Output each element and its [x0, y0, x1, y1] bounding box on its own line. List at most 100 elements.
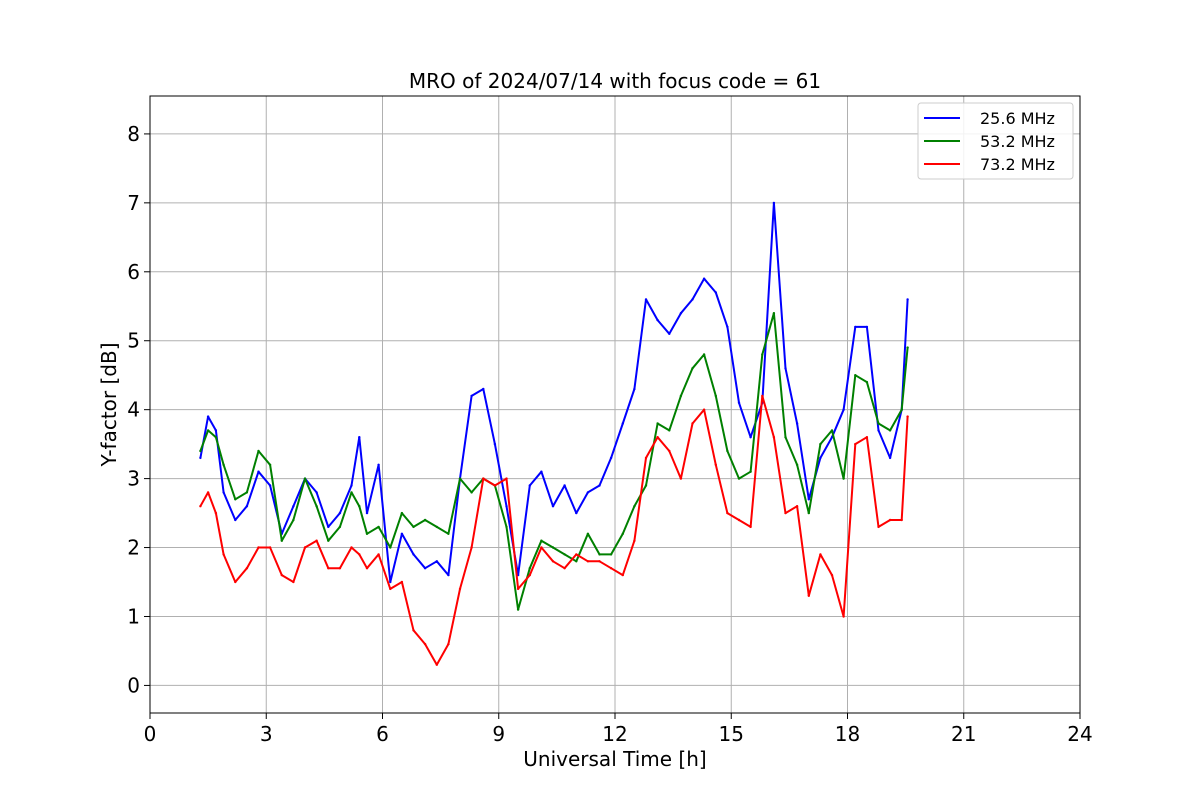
data-point [268, 484, 272, 487]
data-point [656, 436, 659, 439]
data-point [633, 539, 636, 542]
x-tick-label: 12 [602, 722, 627, 746]
data-point [679, 312, 683, 315]
data-point [679, 394, 683, 398]
data-point [865, 380, 869, 384]
data-point [540, 470, 543, 473]
data-point [458, 587, 462, 591]
data-point [423, 567, 427, 570]
data-point [389, 587, 392, 591]
data-point [206, 429, 210, 432]
y-tick-label: 1 [127, 604, 140, 628]
data-point [493, 484, 497, 487]
data-point [888, 518, 892, 522]
data-point [303, 546, 307, 549]
data-point [206, 491, 210, 494]
data-point [206, 415, 210, 418]
legend-label: 53.2 MHz [980, 132, 1055, 151]
data-point [365, 567, 369, 570]
data-point [563, 553, 566, 556]
data-point [389, 580, 392, 584]
chart-title: MRO of 2024/07/14 with focus code = 61 [409, 69, 821, 93]
data-point [888, 456, 892, 460]
data-point [609, 456, 613, 460]
data-point [412, 525, 415, 529]
data-point [377, 525, 380, 529]
x-axis-label: Universal Time [h] [523, 747, 706, 771]
data-point [772, 312, 776, 315]
data-point [691, 422, 694, 425]
data-point [423, 642, 427, 646]
y-tick-label: 7 [127, 191, 140, 215]
series-line [199, 312, 909, 611]
data-point [551, 505, 555, 508]
data-point [586, 491, 590, 494]
data-point [906, 298, 909, 301]
data-point [377, 463, 380, 466]
data-point [350, 484, 353, 487]
data-point [575, 511, 578, 515]
data-point [540, 546, 543, 549]
data-point [598, 560, 601, 563]
data-point [621, 532, 624, 535]
data-point [854, 374, 857, 377]
data-point [877, 422, 880, 425]
data-point [784, 436, 787, 439]
data-point [551, 560, 555, 563]
data-point [257, 546, 260, 549]
x-tick-label: 3 [260, 722, 273, 746]
data-point [516, 587, 520, 591]
data-point [702, 353, 706, 356]
data-point [470, 394, 473, 398]
data-point [784, 511, 787, 515]
data-point [400, 580, 404, 584]
series-2 [199, 312, 909, 611]
data-point [598, 484, 601, 487]
data-point [621, 573, 624, 577]
data-point [819, 456, 822, 460]
data-point [842, 477, 845, 480]
data-point [435, 663, 438, 666]
data-point [784, 367, 787, 370]
data-point [656, 318, 659, 322]
data-point [412, 629, 415, 632]
legend-box [917, 102, 1074, 180]
data-point [327, 525, 330, 529]
data-point [830, 573, 834, 577]
data-point [621, 422, 624, 425]
data-point [365, 511, 369, 515]
data-point [315, 505, 318, 508]
data-point [795, 422, 799, 425]
data-point [528, 484, 531, 487]
data-point [214, 429, 218, 432]
data-point [327, 539, 330, 542]
data-point [726, 511, 729, 515]
data-point [528, 573, 531, 577]
y-tick-label: 4 [127, 398, 140, 422]
data-point [563, 567, 566, 570]
data-point [842, 408, 845, 411]
data-point [551, 546, 555, 549]
data-point [644, 456, 648, 460]
series-line [199, 201, 909, 583]
data-point [714, 463, 717, 466]
x-tick-label: 6 [376, 722, 389, 746]
data-point [749, 470, 752, 473]
y-tick-label: 6 [127, 260, 140, 284]
data-point [400, 532, 404, 535]
data-point [772, 436, 776, 439]
series-line [199, 394, 909, 666]
data-point [493, 442, 497, 446]
data-point [327, 567, 330, 570]
data-point [633, 505, 636, 508]
data-point [737, 518, 741, 522]
data-point [702, 408, 706, 411]
data-point [234, 580, 237, 584]
data-point [609, 567, 613, 570]
data-point [292, 518, 295, 522]
data-point [772, 201, 776, 205]
data-point [482, 387, 485, 391]
data-point [900, 408, 903, 411]
